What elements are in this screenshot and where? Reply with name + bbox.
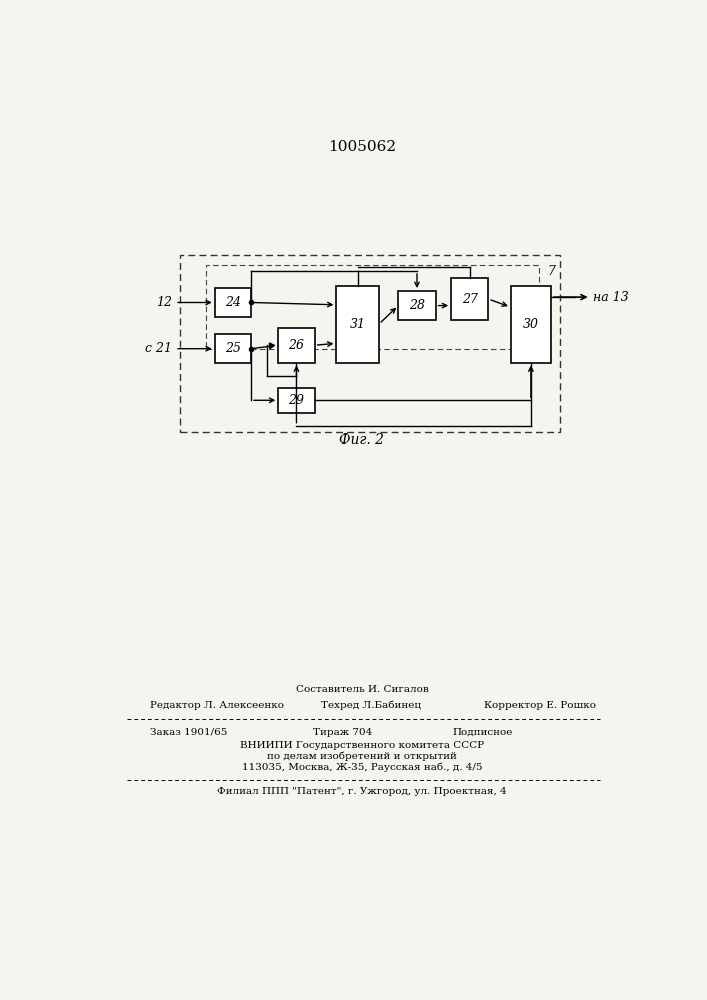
Text: 28: 28 <box>409 299 425 312</box>
Text: по делам изобретений и открытий: по делам изобретений и открытий <box>267 751 457 761</box>
Text: 24: 24 <box>225 296 241 309</box>
Text: 12: 12 <box>156 296 172 309</box>
Text: Тираж 704: Тираж 704 <box>313 728 373 737</box>
Text: 27: 27 <box>462 293 478 306</box>
Text: Заказ 1901/65: Заказ 1901/65 <box>151 728 228 737</box>
Text: Корректор Е. Рошко: Корректор Е. Рошко <box>484 701 595 710</box>
Text: Редактор Л. Алексеенко: Редактор Л. Алексеенко <box>151 701 284 710</box>
Text: 113035, Москва, Ж-35, Раусская наб., д. 4/5: 113035, Москва, Ж-35, Раусская наб., д. … <box>242 762 482 772</box>
Text: 7: 7 <box>548 265 556 278</box>
Text: 30: 30 <box>523 318 539 331</box>
Bar <box>279 388 315 413</box>
Bar <box>206 265 539 349</box>
Text: Техред Л.Бабинец: Техред Л.Бабинец <box>321 700 421 710</box>
Bar <box>215 288 251 317</box>
Bar <box>215 334 251 363</box>
Bar <box>398 291 436 320</box>
Bar <box>279 328 315 363</box>
Text: ВНИИПИ Государственного комитета СССР: ВНИИПИ Государственного комитета СССР <box>240 741 484 750</box>
Bar <box>451 278 489 320</box>
Text: на 13: на 13 <box>593 291 629 304</box>
Text: 31: 31 <box>350 318 366 331</box>
Text: 25: 25 <box>225 342 241 355</box>
Bar <box>337 286 379 363</box>
Text: Составитель И. Сигалов: Составитель И. Сигалов <box>296 685 428 694</box>
Text: 26: 26 <box>288 339 305 352</box>
Bar <box>510 286 551 363</box>
Text: с 21: с 21 <box>145 342 172 355</box>
Text: 1005062: 1005062 <box>328 140 396 154</box>
Text: Фиг. 2: Фиг. 2 <box>339 433 385 447</box>
Text: 29: 29 <box>288 394 305 407</box>
Bar <box>180 255 559 432</box>
Text: Филиал ППП "Патент", г. Ужгород, ул. Проектная, 4: Филиал ППП "Патент", г. Ужгород, ул. Про… <box>217 787 507 796</box>
Text: Подписное: Подписное <box>452 728 513 737</box>
